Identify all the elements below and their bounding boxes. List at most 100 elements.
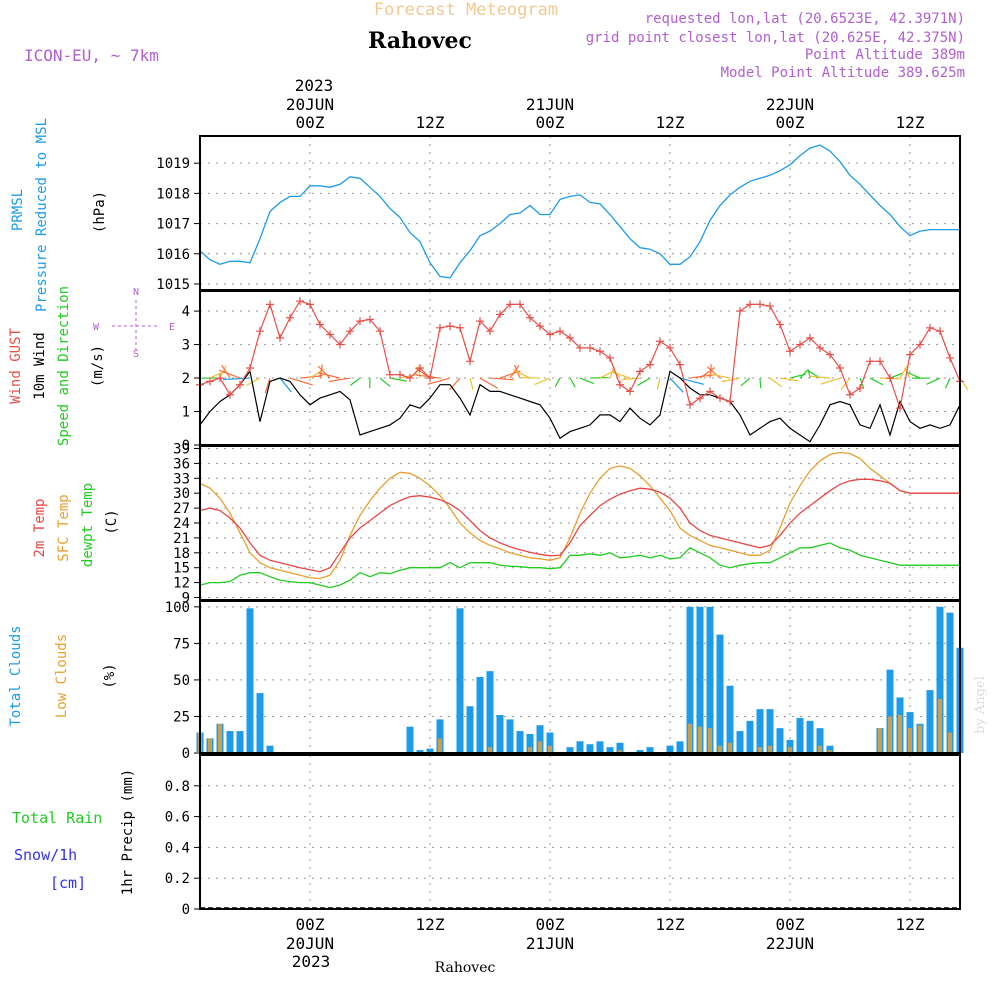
pressure-label-2: Pressure Reduced to MSL: [34, 118, 50, 312]
top-date-label: 22JUN: [766, 95, 814, 114]
y-tick-label: 1017: [156, 217, 190, 233]
wind-arrow: [721, 377, 741, 383]
gust-marker: [636, 367, 644, 376]
total-cloud-bar: [736, 731, 744, 753]
low-cloud-bar: [538, 741, 542, 753]
clouds-unit: (%): [102, 663, 118, 688]
gust-marker: [386, 370, 394, 379]
point-altitude: Point Altitude 389m: [805, 47, 965, 63]
low-cloud-bar: [828, 750, 832, 753]
gust-marker: [296, 297, 304, 306]
y-tick-label: 21: [173, 531, 190, 547]
total-cloud-bar: [236, 731, 244, 753]
wind-label: 10m Wind: [32, 332, 48, 399]
gust-marker: [806, 333, 814, 342]
wind-arrow: [669, 377, 684, 393]
wind-gust-markers: [196, 297, 964, 413]
gust-marker: [206, 377, 214, 386]
total-cloud-bar: [526, 734, 534, 753]
y-tick-label: 2: [182, 371, 190, 387]
bottom-year: 2023: [292, 952, 331, 971]
total-cloud-bar: [256, 693, 264, 753]
sfctemp-label: SFC Temp: [56, 494, 72, 561]
model-label: ICON-EU, ~ 7km: [24, 46, 159, 65]
rain-label: Total Rain: [12, 809, 102, 827]
wind-arrow: [809, 375, 831, 379]
total-cloud-bar: [726, 685, 734, 753]
wind-arrow: [469, 377, 474, 390]
gust-marker: [376, 327, 384, 336]
total-cloud-bar: [496, 715, 504, 753]
total-cloud-bar: [486, 671, 494, 753]
gust-marker: [596, 347, 604, 356]
total-cloud-bar: [456, 608, 464, 753]
gust-marker: [616, 380, 624, 389]
gust-marker: [926, 323, 934, 332]
y-tick-label: 36: [173, 456, 190, 472]
gust-marker: [646, 360, 654, 369]
gust-marker: [366, 315, 374, 324]
temperature-grid: [200, 446, 960, 600]
gust-marker: [726, 397, 734, 406]
wind-arrow: [959, 377, 969, 391]
gust-marker: [716, 394, 724, 403]
gust-marker: [516, 300, 524, 309]
y-tick-label: 27: [173, 501, 190, 517]
wind-panel: Wind GUST 10m Wind Speed and Direction (…: [8, 286, 969, 454]
gust-marker: [826, 350, 834, 359]
wind-arrow: [512, 369, 531, 379]
wind-arrow: [820, 377, 841, 385]
dewpt-line: [199, 542, 960, 589]
top-hour-label: 12Z: [656, 113, 685, 132]
bottom-hour-label: 12Z: [416, 915, 445, 934]
wind-arrow: [759, 378, 762, 389]
wind-arrow: [489, 377, 514, 381]
wind-arrow: [779, 377, 799, 382]
y-tick-label: 3: [182, 338, 190, 354]
y-tick-label: 0.8: [165, 779, 190, 795]
wind-gust-line: [199, 300, 961, 409]
total-cloud-bar: [686, 606, 694, 753]
total-cloud-bar: [676, 741, 684, 753]
low-cloud-bar: [688, 723, 692, 753]
wind-dir-label: Speed and Direction: [56, 286, 72, 446]
gust-marker: [886, 374, 894, 383]
wind-arrow: [899, 365, 908, 379]
total-cloud-bar: [816, 728, 824, 753]
total-cloud-bar: [646, 747, 654, 753]
temp2m-label: 2m Temp: [32, 498, 48, 557]
gust-marker: [216, 374, 224, 383]
low-cloud-bar: [768, 745, 772, 753]
gust-marker: [666, 343, 674, 352]
temperature-panel: 2m Temp SFC Temp dewpt Temp (C) 91215182…: [32, 441, 961, 607]
gust-marker: [556, 327, 564, 336]
wind-arrow: [926, 377, 941, 385]
total-cloud-bar: [506, 719, 514, 753]
wind-arrow: [554, 377, 561, 388]
low-cloud-bar: [708, 728, 712, 753]
y-tick-label: 9: [182, 591, 190, 607]
low-cloud-bar: [948, 732, 952, 753]
total-cloud-bar: [546, 732, 554, 753]
gust-marker: [676, 360, 684, 369]
low-cloud-bar: [698, 726, 702, 753]
pressure-grid: [200, 136, 960, 290]
low-cloud-bar: [218, 723, 222, 753]
wind-arrow: [709, 373, 731, 379]
wind-arrow: [389, 377, 407, 382]
total-cloud-bar: [806, 720, 814, 753]
gust-marker: [316, 320, 324, 329]
top-date-label: 20JUN: [286, 95, 334, 114]
wind-arrow: [317, 372, 341, 379]
gust-marker: [546, 330, 554, 339]
wind-arrow: [246, 377, 261, 386]
y-tick-label: 39: [173, 441, 190, 457]
gust-marker: [246, 364, 254, 372]
top-hour-label: 00Z: [776, 113, 805, 132]
y-tick-label: 1018: [156, 186, 190, 202]
temp-unit: (C): [104, 509, 120, 534]
wind-arrow: [328, 377, 351, 383]
gust-marker: [526, 313, 534, 322]
gust-marker: [486, 327, 494, 336]
